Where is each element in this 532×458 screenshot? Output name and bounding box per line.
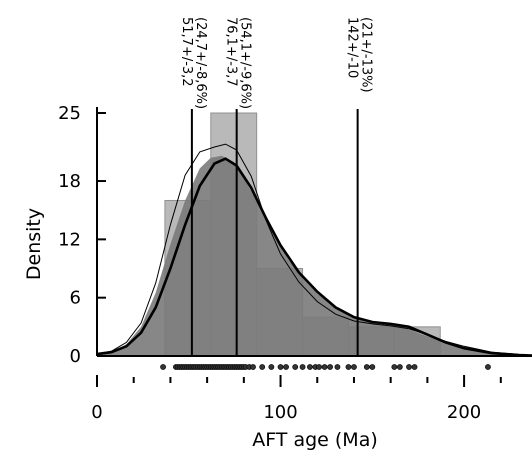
rug-point-56 (351, 364, 357, 370)
peak-lines: 51,7+/-3,2 (24,7+/-8,6%) 76,1+/-3,7 (54,1+/… (179, 17, 374, 356)
rug-point-44 (268, 364, 275, 370)
kde-thick-curve (96, 157, 532, 357)
rug-point-58 (369, 364, 376, 370)
rug-point-57 (363, 364, 370, 370)
rug-point-52 (321, 364, 328, 370)
peak-label-2-line-1: 76,1+/-3,7 (224, 17, 239, 87)
y-tick-label-2: 6 (70, 288, 81, 309)
rug-point-62 (411, 364, 418, 370)
peak-label-3-line-2: (21+/-13%) (359, 17, 374, 93)
y-tick-label-1: 0 (70, 346, 81, 367)
x-tick-label-3: 200 (447, 402, 481, 423)
rug-point-45 (277, 364, 284, 370)
rug-point-63 (485, 364, 491, 370)
rug-point-1 (160, 364, 166, 370)
rug-point-47 (292, 364, 299, 370)
rug-point-43 (259, 364, 266, 370)
peak-label-1-line-2: (24,7+/-8,6%) (193, 17, 208, 109)
y-tick-label-3: 12 (58, 229, 81, 250)
rug-point-54 (334, 364, 341, 370)
rug-point-61 (406, 364, 412, 370)
peak-label-3-line-1: 142+/-10 (345, 17, 360, 78)
kde-fill-area (97, 155, 532, 356)
rug-point-42 (250, 364, 256, 370)
y-tick-label-5: 25 (58, 103, 81, 124)
peak-label-1-line-1: 51,7+/-3,2 (179, 17, 194, 87)
rug-point-60 (396, 364, 403, 370)
rug-point-55 (345, 364, 352, 370)
y-tick-label-4: 18 (58, 171, 81, 192)
kde-curves (96, 143, 532, 357)
rug-point-49 (307, 364, 313, 370)
rug-point-48 (299, 364, 306, 370)
peak-label-2-line-2: (54,1+/-9,6%) (238, 17, 253, 109)
x-tick-label-1: 0 (91, 402, 102, 423)
x-tick-label-2: 100 (263, 402, 297, 423)
kde-filled-density (97, 155, 532, 356)
y-axis-label: Density (23, 208, 45, 280)
axes: 0 6 12 18 25 0 100 200 (58, 103, 532, 423)
rug-point-59 (391, 364, 398, 370)
rug-point-53 (327, 364, 334, 370)
rug-point-51 (316, 364, 322, 370)
rug-points (160, 364, 491, 370)
x-axis-label: AFT age (Ma) (252, 429, 378, 451)
rug-point-46 (283, 364, 289, 370)
